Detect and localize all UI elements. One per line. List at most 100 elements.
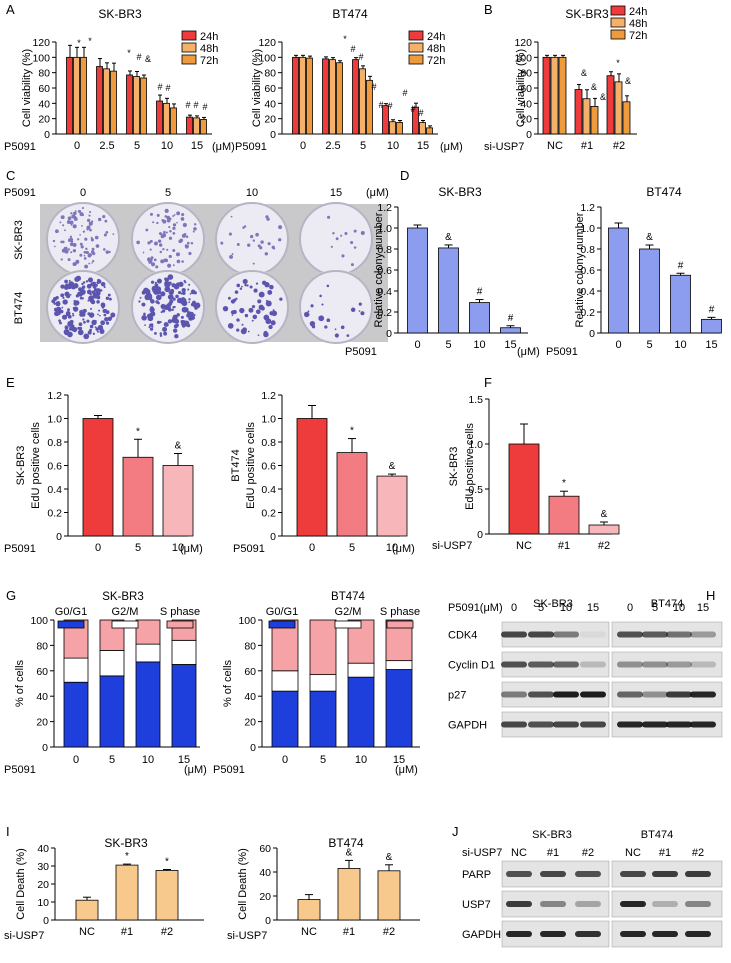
colony-dot [249, 285, 253, 289]
bar-#2 [588, 524, 620, 535]
colony-dot [180, 315, 184, 319]
colony-dot [64, 283, 70, 289]
colony-dot [79, 310, 83, 314]
colony-dot [100, 320, 105, 326]
colony-dot [164, 215, 168, 218]
blot-band [685, 871, 711, 877]
significance-mark: & [175, 441, 182, 452]
blot-band [575, 931, 601, 937]
colony-dot [324, 325, 328, 329]
stack-G0/G1 [309, 690, 337, 748]
significance-mark: # [477, 287, 483, 298]
x-tick-label: 10 [473, 339, 485, 351]
chart-I-y-tick-label: 60 [259, 843, 271, 855]
chart-I-y-tick-label: 10 [37, 897, 49, 909]
colony-dot [321, 303, 324, 306]
colony-dot [103, 313, 107, 317]
x-prefix-label: P5091 [546, 346, 578, 358]
colony-dot [182, 222, 187, 228]
x-prefix-label: P5091 [233, 543, 265, 555]
bar-0 [608, 227, 629, 334]
colony-dot [269, 284, 274, 290]
colony-dot [166, 248, 169, 251]
colony-dot [91, 220, 94, 223]
chart-title: SK-BR3 [104, 836, 148, 850]
chart-A-y-tick-label: 120 [258, 37, 276, 49]
colony-dot [163, 331, 168, 336]
blot-band [666, 691, 692, 698]
colony-dot [96, 330, 99, 333]
lane-label: NC [625, 847, 641, 859]
bar-5 [336, 452, 368, 537]
x-tick-label: 10 [386, 542, 398, 554]
stack-G0/G1 [63, 681, 89, 748]
x-tick-label: 10 [674, 339, 686, 351]
lane-label: 0 [627, 602, 633, 614]
legend-swatch [111, 620, 139, 629]
panel-letter: E [6, 375, 15, 390]
chart-E-y-tick-label: 0.2 [47, 508, 62, 520]
chart-title: BT474 [332, 7, 368, 21]
colony-dot [88, 312, 95, 318]
chart-D-y-tick-label: 0.6 [377, 265, 392, 277]
x-tick-label: NC [516, 540, 532, 552]
blot-band [575, 901, 601, 907]
colony-dot [156, 295, 161, 300]
colony-dot [94, 319, 97, 322]
colony-dot [80, 331, 83, 334]
colony-dot [154, 281, 157, 284]
blot-band [620, 931, 646, 937]
chart-A-y-tick-label: 100 [32, 52, 50, 64]
legend-swatch [181, 54, 197, 65]
chart-D-y-tick-label: 0 [589, 328, 595, 340]
colony-dot [72, 312, 74, 315]
colony-dot [90, 238, 95, 242]
significance-mark: # [193, 100, 198, 110]
colony-dot [268, 324, 273, 330]
legend-label: 24h [200, 31, 218, 43]
colony-dot [79, 234, 81, 236]
colony-dot [178, 239, 182, 244]
colony-dot [151, 262, 156, 267]
significance-mark: * [125, 851, 129, 862]
blot-row-label: GAPDH [462, 929, 501, 941]
colony-dot [88, 253, 92, 257]
chart-F-y-tick-label: 0 [477, 529, 483, 541]
colony-dot [246, 284, 249, 287]
blot-band [553, 631, 579, 638]
bar-24h [156, 100, 163, 135]
x-tick-label: 0 [73, 754, 79, 766]
blot-group-label: BT474 [641, 829, 673, 841]
colony-dot [242, 278, 248, 284]
colony-dot [90, 282, 95, 287]
colony-dot [150, 299, 155, 304]
chart-E-y-tick-label: 0.6 [261, 461, 276, 473]
blot-treatment-label: P5091(μM) [448, 602, 503, 614]
bar-24h [292, 56, 299, 135]
blot-band [620, 901, 646, 907]
colony-dot [136, 240, 140, 245]
colony-dot [247, 330, 250, 333]
colony-dot [166, 215, 171, 220]
colony-dot [149, 212, 154, 216]
colony-dot [86, 283, 92, 289]
legend-swatch [610, 17, 626, 28]
significance-mark: * [127, 48, 131, 58]
significance-mark: & [600, 92, 606, 102]
legend-label: S phase [380, 606, 420, 618]
colony-dot [86, 218, 91, 222]
x-tick-label: 5 [109, 754, 115, 766]
blot-row-label: CDK4 [448, 630, 477, 642]
colony-dot [186, 241, 190, 245]
bar-72h [110, 70, 117, 135]
blot-band [580, 721, 606, 728]
colony-dot [91, 247, 95, 251]
x-tick-label: 0 [414, 339, 420, 351]
bar-72h [426, 127, 433, 135]
colony-dot [108, 250, 111, 254]
panel-letter: J [452, 824, 459, 839]
bar-10 [469, 302, 490, 334]
colony-dot [83, 254, 86, 257]
x-tick-label: 0 [282, 754, 288, 766]
colony-dot [189, 311, 194, 317]
